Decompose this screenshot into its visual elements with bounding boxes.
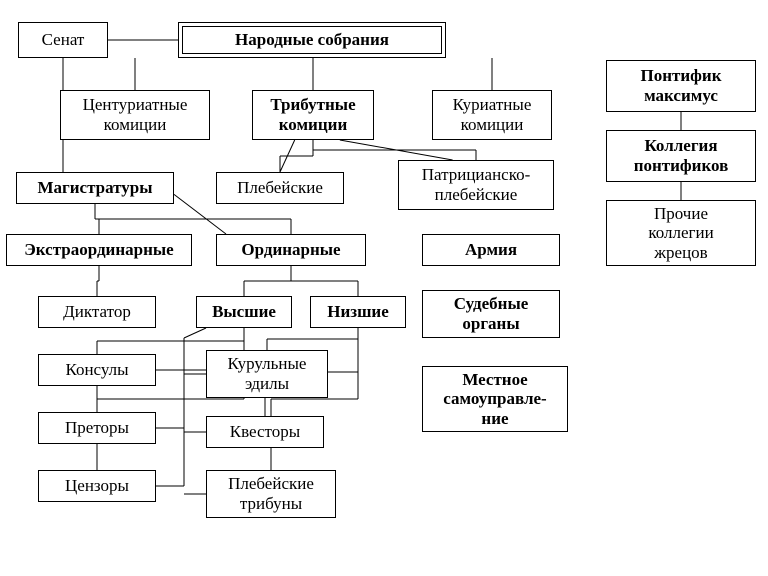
node-cenzory: Цензоры xyxy=(38,470,156,502)
node-label: Патрицианско- плебейские xyxy=(422,165,531,204)
node-label: Цензоры xyxy=(65,476,129,496)
node-label: Экстраординарные xyxy=(24,240,173,260)
node-plebtrib: Плебейские трибуны xyxy=(206,470,336,518)
node-tribut: Трибутные комиции xyxy=(252,90,374,140)
node-kvestory: Квесторы xyxy=(206,416,324,448)
edge xyxy=(184,328,206,338)
node-extra: Экстраординарные xyxy=(6,234,192,266)
node-label: Низшие xyxy=(327,302,389,322)
node-patrpleb: Патрицианско- плебейские xyxy=(398,160,554,210)
node-label: Куриатные комиции xyxy=(453,95,532,134)
node-mestnoe: Местное самоуправле- ние xyxy=(422,366,568,432)
node-label: Плебейские xyxy=(237,178,323,198)
node-label: Высшие xyxy=(212,302,276,322)
node-kollpont: Коллегия понтификов xyxy=(606,130,756,182)
node-diktator: Диктатор xyxy=(38,296,156,328)
edge xyxy=(340,140,453,160)
node-label: Народные собрания xyxy=(235,30,389,50)
node-narodnye: Народные собрания xyxy=(178,22,446,58)
node-label: Магистратуры xyxy=(37,178,152,198)
edge xyxy=(280,140,295,172)
node-label: Армия xyxy=(465,240,517,260)
node-pleb: Плебейские xyxy=(216,172,344,204)
node-label: Диктатор xyxy=(63,302,131,322)
node-kollzhr: Прочие коллегии жрецов xyxy=(606,200,756,266)
node-label: Курульные эдилы xyxy=(228,354,307,393)
node-kurul: Курульные эдилы xyxy=(206,350,328,398)
node-label: Понтифик максимус xyxy=(640,66,721,105)
node-centuriat: Центуриатные комиции xyxy=(60,90,210,140)
node-army: Армия xyxy=(422,234,560,266)
node-label: Консулы xyxy=(65,360,128,380)
node-senat: Сенат xyxy=(18,22,108,58)
node-konsuly: Консулы xyxy=(38,354,156,386)
node-label: Преторы xyxy=(65,418,129,438)
node-label: Трибутные комиции xyxy=(270,95,355,134)
node-label: Судебные органы xyxy=(454,294,529,333)
node-nizshie: Низшие xyxy=(310,296,406,328)
node-label: Коллегия понтификов xyxy=(634,136,729,175)
node-label: Прочие коллегии жрецов xyxy=(648,204,713,263)
node-label: Квесторы xyxy=(230,422,300,442)
node-pretory: Преторы xyxy=(38,412,156,444)
node-label: Местное самоуправле- ние xyxy=(443,370,546,429)
node-label: Сенат xyxy=(42,30,85,50)
node-magistr: Магистратуры xyxy=(16,172,174,204)
node-label: Плебейские трибуны xyxy=(228,474,314,513)
node-label: Ординарные xyxy=(241,240,340,260)
node-kuriat: Куриатные комиции xyxy=(432,90,552,140)
node-vyshie: Высшие xyxy=(196,296,292,328)
node-sudeb: Судебные органы xyxy=(422,290,560,338)
node-ordin: Ординарные xyxy=(216,234,366,266)
node-label: Центуриатные комиции xyxy=(83,95,188,134)
node-pontmax: Понтифик максимус xyxy=(606,60,756,112)
